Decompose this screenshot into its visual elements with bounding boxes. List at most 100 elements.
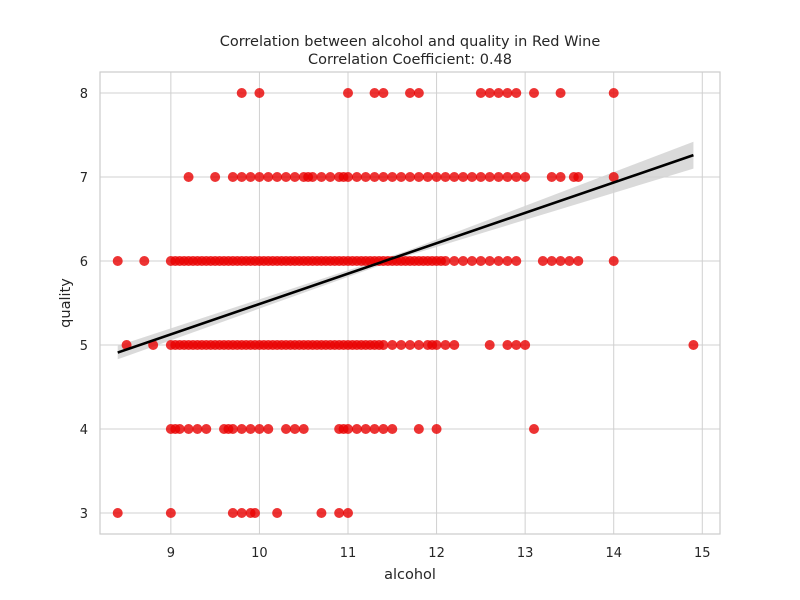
data-point bbox=[360, 424, 371, 434]
data-point bbox=[546, 256, 557, 266]
data-point bbox=[334, 508, 345, 518]
data-point bbox=[520, 340, 531, 350]
y-tick-label: 4 bbox=[80, 423, 88, 438]
data-point bbox=[369, 172, 380, 182]
data-point bbox=[378, 88, 389, 98]
data-point bbox=[254, 424, 265, 434]
data-point bbox=[520, 172, 531, 182]
data-point bbox=[475, 172, 486, 182]
data-point bbox=[413, 88, 424, 98]
data-point bbox=[440, 172, 451, 182]
data-point bbox=[467, 172, 477, 182]
data-point bbox=[449, 340, 460, 350]
data-point bbox=[573, 172, 584, 182]
data-point bbox=[688, 340, 699, 350]
data-point bbox=[511, 340, 522, 350]
data-point bbox=[227, 424, 238, 434]
x-tick-labels: 9 10 11 12 13 14 15 bbox=[167, 546, 711, 561]
data-point bbox=[281, 424, 291, 434]
data-point bbox=[289, 424, 300, 434]
regression-line-group bbox=[117, 153, 694, 354]
data-point bbox=[387, 424, 398, 434]
data-point bbox=[467, 256, 477, 266]
data-point bbox=[272, 172, 283, 182]
data-point bbox=[431, 172, 442, 182]
data-point bbox=[608, 88, 619, 98]
data-point bbox=[254, 172, 265, 182]
data-point bbox=[537, 256, 548, 266]
data-point bbox=[183, 424, 194, 434]
regression-line bbox=[117, 153, 694, 354]
data-point bbox=[573, 256, 584, 266]
data-point bbox=[484, 256, 495, 266]
data-point bbox=[325, 172, 336, 182]
data-point bbox=[360, 172, 371, 182]
data-point bbox=[396, 340, 407, 350]
y-tick-label: 8 bbox=[80, 87, 88, 102]
plot-frame bbox=[99, 71, 721, 535]
data-point bbox=[183, 172, 194, 182]
data-point bbox=[281, 172, 291, 182]
confidence-band bbox=[117, 141, 694, 360]
confidence-band-group bbox=[117, 141, 694, 360]
data-point bbox=[475, 256, 486, 266]
data-point bbox=[449, 256, 460, 266]
data-point bbox=[440, 256, 451, 266]
data-point bbox=[555, 172, 566, 182]
data-point bbox=[201, 424, 212, 434]
data-point bbox=[502, 172, 513, 182]
data-point bbox=[396, 172, 407, 182]
x-tick-label: 13 bbox=[517, 546, 534, 561]
data-point bbox=[192, 424, 203, 434]
data-point bbox=[546, 172, 557, 182]
data-point bbox=[431, 340, 442, 350]
data-point bbox=[210, 172, 221, 182]
data-point bbox=[289, 172, 300, 182]
data-point bbox=[174, 424, 185, 434]
data-point bbox=[351, 424, 362, 434]
x-tick-label: 11 bbox=[340, 546, 357, 561]
data-point bbox=[236, 88, 247, 98]
data-point bbox=[413, 172, 424, 182]
data-point bbox=[112, 256, 123, 266]
data-point bbox=[387, 340, 398, 350]
data-point bbox=[316, 172, 327, 182]
data-point bbox=[502, 256, 513, 266]
data-point bbox=[307, 172, 318, 182]
chart-title: Correlation between alcohol and quality … bbox=[220, 34, 601, 50]
data-point bbox=[502, 340, 513, 350]
data-point bbox=[316, 508, 327, 518]
data-point bbox=[250, 508, 260, 518]
data-point bbox=[272, 508, 283, 518]
x-axis-label: alcohol bbox=[384, 567, 436, 583]
y-axis-label: quality bbox=[58, 278, 74, 328]
data-point bbox=[343, 508, 353, 518]
data-point bbox=[413, 340, 424, 350]
data-point bbox=[493, 88, 504, 98]
data-point bbox=[263, 424, 274, 434]
data-point bbox=[343, 88, 353, 98]
data-point bbox=[458, 256, 469, 266]
chart-subtitle: Correlation Coefficient: 0.48 bbox=[308, 52, 512, 68]
data-point bbox=[227, 172, 238, 182]
y-tick-label: 3 bbox=[80, 507, 88, 522]
data-point bbox=[440, 340, 451, 350]
data-point bbox=[227, 508, 238, 518]
data-point bbox=[298, 424, 309, 434]
x-tick-label: 14 bbox=[605, 546, 622, 561]
y-tick-labels: 3 4 5 6 7 8 bbox=[80, 87, 88, 522]
data-point bbox=[245, 172, 256, 182]
data-point bbox=[263, 172, 274, 182]
data-point bbox=[245, 424, 256, 434]
data-point bbox=[343, 172, 353, 182]
data-point bbox=[369, 88, 380, 98]
data-point bbox=[564, 256, 575, 266]
data-point bbox=[378, 172, 389, 182]
data-point bbox=[378, 340, 389, 350]
data-point bbox=[555, 88, 566, 98]
data-point bbox=[484, 88, 495, 98]
data-point bbox=[511, 88, 522, 98]
data-point bbox=[493, 172, 504, 182]
data-point bbox=[236, 508, 247, 518]
